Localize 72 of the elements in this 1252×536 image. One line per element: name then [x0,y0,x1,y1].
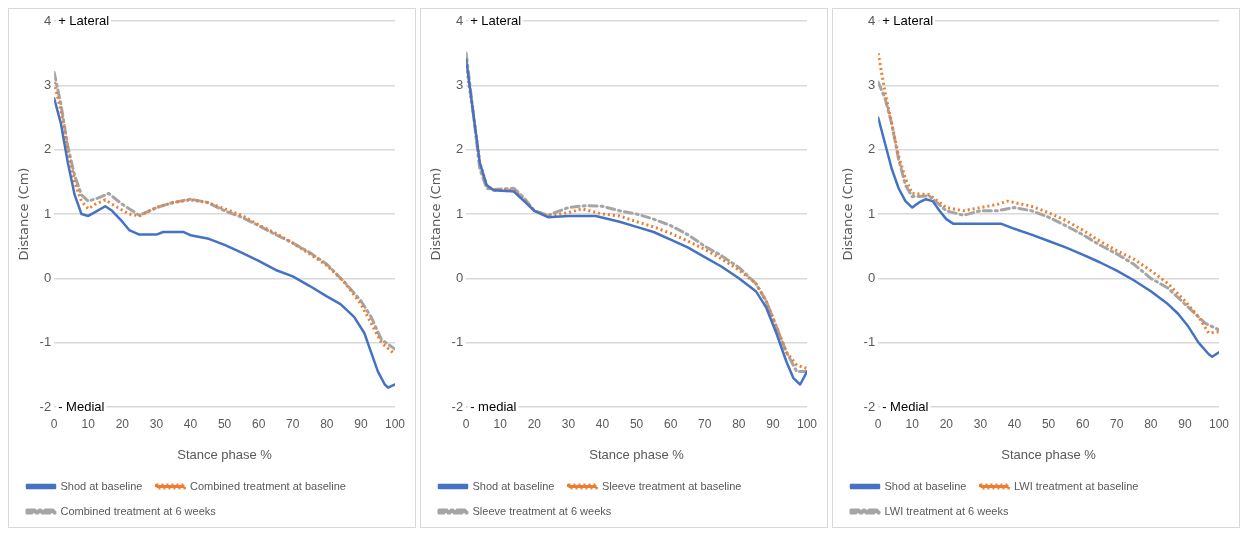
x-tick-label: 10 [905,416,920,431]
x-tick-label: 70 [286,416,300,431]
x-tick-label: 30 [561,416,576,431]
y-tick-label: -1 [451,334,464,350]
x-tick-label: 10 [81,416,96,431]
annotation: + Lateral [470,12,522,28]
x-tick-label: 80 [320,416,334,431]
y-tick-label: 0 [867,269,876,285]
x-tick-label: 50 [217,416,232,431]
y-axis-title: Distance (Cm) [16,167,32,261]
legend-label: Combined treatment at baseline [189,479,346,492]
y-tick-label: -2 [451,398,464,414]
x-tick-label: 50 [629,416,644,431]
y-tick-label: 4 [455,12,464,28]
x-axis-title: Stance phase % [589,446,685,462]
y-tick-label: 2 [455,141,464,157]
x-axis-title: Stance phase % [177,446,273,462]
legend-label: Sleeve treatment at 6 weeks [472,504,612,517]
y-tick-label: 1 [455,205,464,221]
y-axis-title: Distance (Cm) [840,167,856,261]
annotation: - Medial [58,398,105,414]
x-tick-label: 20 [115,416,130,431]
x-tick-label: 20 [939,416,954,431]
x-tick-label: 70 [698,416,712,431]
x-tick-label: 20 [527,416,542,431]
legend-label: Shod at baseline [472,479,555,492]
annotation: + Lateral [58,12,110,28]
legend-label: Combined treatment at 6 weeks [60,504,217,517]
y-tick-label: 2 [867,141,876,157]
y-tick-label: -1 [863,334,876,350]
y-tick-label: 3 [43,76,52,92]
annotation: + Lateral [882,12,934,28]
legend-label: Shod at baseline [60,479,143,492]
y-tick-label: -2 [863,398,876,414]
y-tick-label: 3 [455,76,464,92]
x-tick-label: 40 [595,416,610,431]
x-tick-label: 90 [354,416,368,431]
legend-label: Shod at baseline [884,479,967,492]
y-tick-label: 2 [43,141,52,157]
legend-label: Sleeve treatment at baseline [601,479,742,492]
x-tick-label: 100 [384,416,406,431]
x-tick-label: 40 [1007,416,1022,431]
x-tick-label: 30 [149,416,164,431]
x-tick-label: 100 [796,416,818,431]
legend-label: LWI treatment at 6 weeks [884,504,1009,517]
y-tick-label: 0 [43,269,52,285]
x-tick-label: 60 [663,416,678,431]
x-tick-label: 80 [732,416,746,431]
y-tick-label: 0 [455,269,464,285]
x-tick-label: 50 [1041,416,1056,431]
x-tick-label: 100 [1208,416,1230,431]
annotation: - medial [470,398,517,414]
y-axis-title: Distance (Cm) [428,167,444,261]
x-tick-label: 80 [1144,416,1158,431]
legend-label: LWI treatment at baseline [1013,479,1139,492]
x-axis-title: Stance phase % [1001,446,1097,462]
y-tick-label: 4 [43,12,52,28]
annotation: - Medial [882,398,929,414]
x-tick-label: 60 [251,416,266,431]
y-tick-label: 1 [867,205,876,221]
y-tick-label: -1 [39,334,52,350]
y-tick-label: 3 [867,76,876,92]
y-tick-label: 4 [867,12,876,28]
x-tick-label: 40 [183,416,198,431]
x-tick-label: 10 [493,416,508,431]
x-tick-label: 90 [766,416,780,431]
x-tick-label: 60 [1075,416,1090,431]
y-tick-label: 1 [43,205,52,221]
y-tick-label: -2 [39,398,52,414]
x-tick-label: 70 [1110,416,1124,431]
x-tick-label: 30 [973,416,988,431]
x-tick-label: 90 [1178,416,1192,431]
